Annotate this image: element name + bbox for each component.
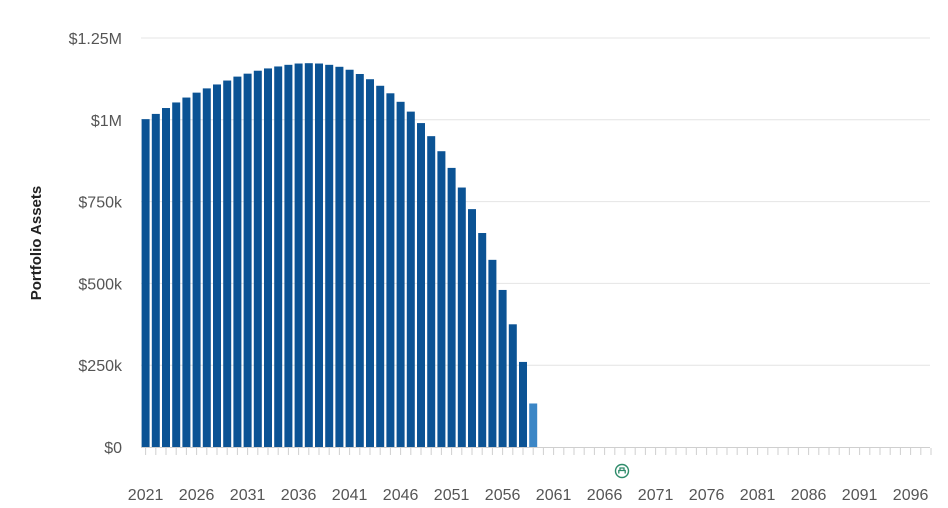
bar[interactable] (202, 88, 211, 448)
bar[interactable] (417, 123, 425, 448)
x-tick-label: 2036 (281, 487, 317, 504)
bar[interactable] (151, 113, 160, 447)
bar[interactable] (162, 108, 170, 447)
bar-series (141, 63, 538, 448)
x-tick-label: 2056 (485, 487, 521, 504)
x-tick-label: 2021 (128, 487, 164, 504)
bar[interactable] (498, 289, 507, 447)
y-tick-label: $750k (78, 195, 123, 212)
y-axis-title: Portfolio Assets (28, 186, 45, 300)
bar[interactable] (253, 70, 262, 447)
retirement-marker[interactable] (614, 463, 630, 479)
bar[interactable] (447, 167, 456, 447)
x-tick-label: 2096 (893, 487, 929, 504)
bar[interactable] (223, 80, 232, 447)
bar[interactable] (284, 64, 293, 448)
bar[interactable] (233, 76, 242, 448)
bar[interactable] (376, 85, 385, 447)
chair-glyph (618, 467, 626, 474)
bar[interactable] (213, 84, 221, 447)
bar[interactable] (386, 93, 395, 447)
bar[interactable] (345, 69, 354, 447)
y-tick-label: $1.25M (69, 31, 122, 48)
bar[interactable] (427, 136, 436, 447)
bar[interactable] (274, 66, 283, 447)
bar[interactable] (396, 101, 405, 447)
x-tick-label: 2026 (179, 487, 215, 504)
bar[interactable] (508, 324, 517, 447)
bar[interactable] (457, 187, 466, 447)
bar[interactable] (172, 102, 181, 447)
bar[interactable] (519, 361, 527, 447)
y-tick-label: $1M (91, 113, 122, 130)
bar[interactable] (304, 63, 313, 448)
bar[interactable] (355, 73, 364, 447)
bar[interactable] (243, 73, 252, 448)
x-tick-label: 2061 (536, 487, 572, 504)
bar[interactable] (406, 111, 415, 448)
x-tick-label: 2071 (638, 487, 674, 504)
x-axis: 2021 2026 2031 2036 2041 2046 2051 2056 2061 2066… (128, 447, 932, 504)
bar[interactable] (294, 63, 303, 447)
bar[interactable] (488, 259, 497, 447)
bar[interactable] (468, 209, 476, 447)
bar[interactable] (315, 63, 323, 447)
x-tick-label: 2081 (740, 487, 776, 504)
y-tick-label: $500k (78, 276, 123, 293)
bar[interactable] (529, 403, 538, 447)
y-tick-label: $250k (78, 358, 123, 375)
bar[interactable] (182, 97, 191, 447)
y-tick-label: $0 (104, 440, 122, 457)
x-tick-label: 2031 (230, 487, 266, 504)
bar[interactable] (325, 64, 334, 448)
bar[interactable] (478, 233, 487, 447)
bar[interactable] (335, 66, 344, 447)
bar[interactable] (366, 79, 374, 447)
bar[interactable] (264, 68, 272, 448)
y-gridlines (141, 37, 930, 366)
y-axis-ticks: $0 $250k $500k $750k $1M $1.25M (69, 31, 123, 457)
x-tick-label: 2091 (842, 487, 878, 504)
bar[interactable] (437, 151, 446, 448)
x-tick-label: 2086 (791, 487, 827, 504)
x-tick-label: 2041 (332, 487, 368, 504)
x-tick-label: 2076 (689, 487, 725, 504)
bar[interactable] (141, 119, 150, 447)
x-tick-label: 2066 (587, 487, 623, 504)
bar[interactable] (192, 92, 201, 448)
x-tick-label: 2046 (383, 487, 419, 504)
x-tick-label: 2051 (434, 487, 470, 504)
